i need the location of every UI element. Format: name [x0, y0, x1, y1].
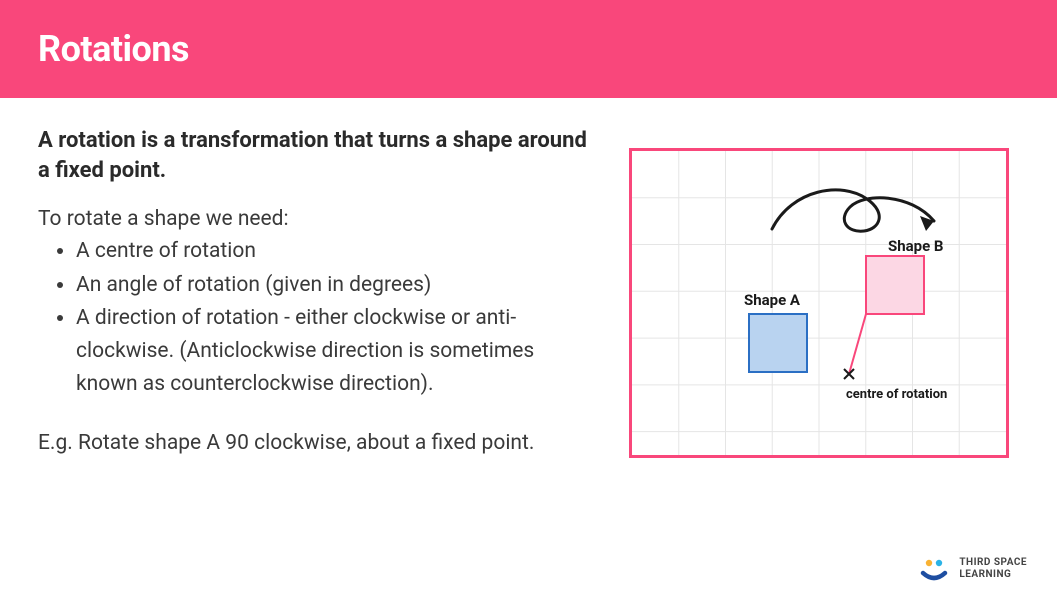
- brand-logo: THIRD SPACE LEARNING: [919, 557, 1027, 581]
- intro-text: To rotate a shape we need:: [38, 207, 599, 231]
- lesson-card: Rotations A rotation is a transformation…: [0, 0, 1057, 599]
- list-item: A centre of rotation: [76, 235, 599, 268]
- example-text: E.g. Rotate shape A 90 clockwise, about …: [38, 427, 599, 460]
- definition-text: A rotation is a transformation that turn…: [38, 126, 599, 185]
- text-column: A rotation is a transformation that turn…: [38, 126, 599, 460]
- diagram-svg: [632, 151, 1006, 455]
- shape-a-label: Shape A: [744, 291, 800, 309]
- page-title: Rotations: [38, 28, 1019, 70]
- centre-of-rotation-label: centre of rotation: [846, 387, 947, 402]
- list-item: A direction of rotation - either clockwi…: [76, 302, 599, 402]
- brand-text: THIRD SPACE LEARNING: [959, 557, 1027, 581]
- card-content: A rotation is a transformation that turn…: [0, 98, 1057, 480]
- brand-line2: LEARNING: [959, 569, 1027, 581]
- requirements-list: A centre of rotation An angle of rotatio…: [38, 235, 599, 401]
- list-item: An angle of rotation (given in degrees): [76, 269, 599, 302]
- card-header: Rotations: [0, 0, 1057, 98]
- rotation-diagram: Shape A Shape B centre of rotation: [629, 148, 1009, 458]
- brand-icon: [919, 557, 949, 581]
- shape-b-label: Shape B: [888, 237, 944, 255]
- brand-line1: THIRD SPACE: [959, 557, 1027, 569]
- diagram-column: Shape A Shape B centre of rotation: [629, 126, 1019, 460]
